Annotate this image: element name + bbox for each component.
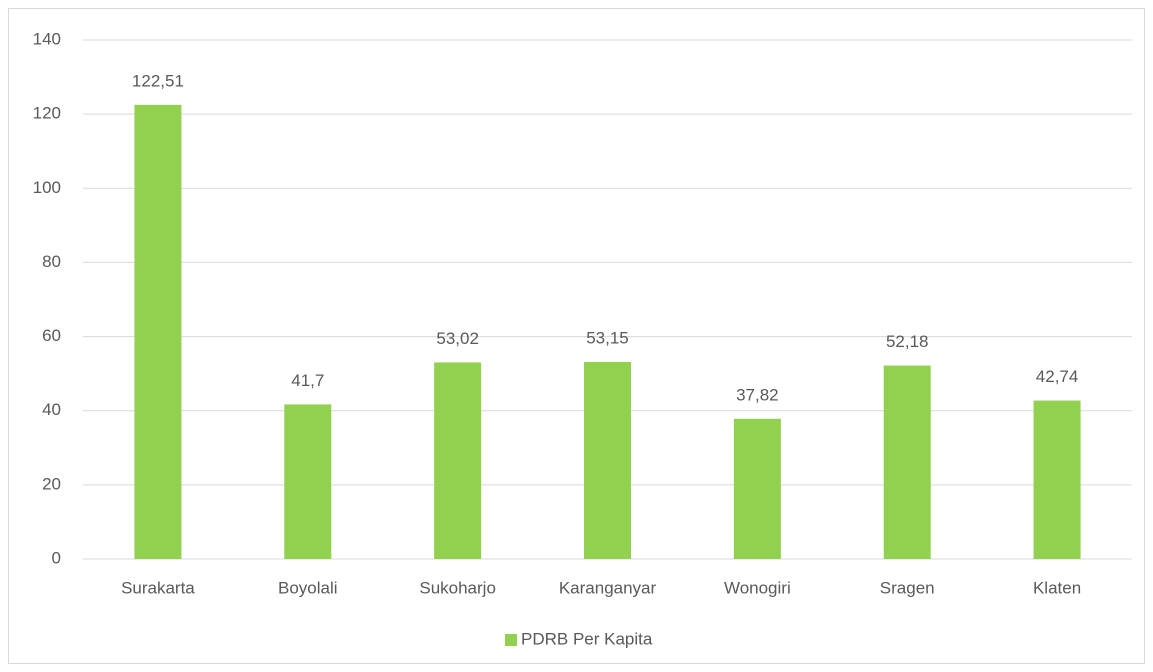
y-tick-label: 60 (42, 326, 61, 345)
bar (1033, 400, 1081, 559)
y-tick-label: 0 (52, 548, 61, 567)
x-tick-label: Wonogiri (724, 578, 791, 597)
y-tick-label: 120 (33, 104, 61, 123)
bar (733, 418, 781, 559)
y-tick-label: 20 (42, 474, 61, 493)
data-label: 52,18 (886, 332, 929, 351)
x-tick-label: Karanganyar (559, 578, 657, 597)
x-tick-label: Klaten (1033, 578, 1081, 597)
legend-swatch (505, 634, 517, 646)
legend-label: PDRB Per Kapita (521, 629, 653, 648)
bar (584, 361, 631, 559)
data-label: 122,51 (132, 71, 184, 90)
data-label: 42,74 (1036, 367, 1079, 386)
x-tick-label: Boyolali (278, 578, 338, 597)
x-tick-label: Sragen (880, 578, 935, 597)
bar (434, 362, 482, 559)
bar (883, 365, 931, 559)
x-tick-label: Sukoharjo (419, 578, 496, 597)
data-label: 53,15 (586, 328, 629, 347)
data-label: 37,82 (736, 385, 779, 404)
y-tick-label: 80 (42, 252, 61, 271)
chart-border (8, 8, 1145, 664)
bar (284, 404, 332, 559)
y-tick-label: 100 (33, 178, 61, 197)
x-tick-label: Surakarta (121, 578, 195, 597)
y-tick-label: 140 (33, 29, 61, 48)
bar (134, 104, 182, 560)
data-label: 41,7 (291, 371, 324, 390)
y-tick-label: 40 (42, 400, 61, 419)
data-label: 53,02 (436, 329, 479, 348)
